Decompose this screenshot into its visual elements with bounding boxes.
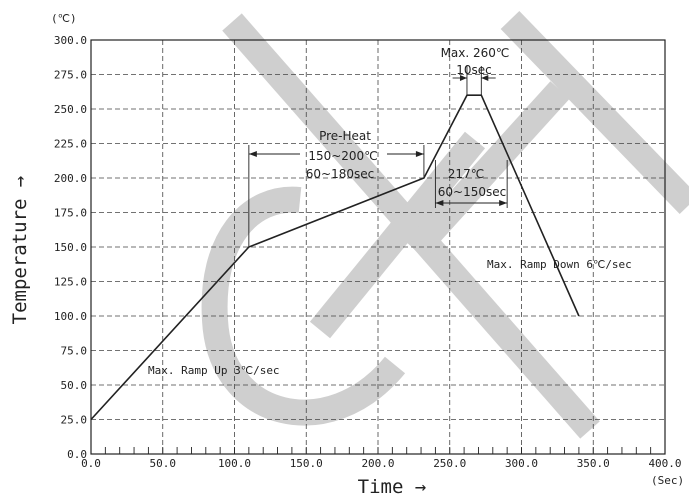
- liquidus-temp-label: 217℃: [448, 167, 484, 181]
- y-tick-label: 175.0: [54, 207, 87, 220]
- y-axis-title: Temperature →: [9, 176, 31, 325]
- x-tick-label: 100.0: [218, 457, 251, 470]
- x-tick-label: 400.0: [648, 457, 681, 470]
- ramp-up-label: Max. Ramp Up 3℃/sec: [148, 364, 280, 377]
- y-tick-label: 275.0: [54, 69, 87, 82]
- series-line: [90, 94, 580, 421]
- peak-time-label: 10sec: [456, 63, 492, 77]
- x-axis-title: Time →: [358, 476, 427, 497]
- y-tick-label: 200.0: [54, 172, 87, 185]
- x-tick-label: 250.0: [433, 457, 466, 470]
- preheat-title: Pre-Heat: [319, 129, 371, 143]
- y-tick-label: 75.0: [61, 345, 88, 358]
- preheat-range: 150~200℃: [308, 149, 377, 163]
- x-unit-label: (Sec): [651, 474, 684, 487]
- y-tick-label: 250.0: [54, 103, 87, 116]
- y-tick-label: 50.0: [61, 379, 88, 392]
- y-tick-label: 125.0: [54, 276, 87, 289]
- grid: [91, 40, 665, 454]
- peak-arrowhead-left: [459, 75, 467, 81]
- x-tick-labels: 0.0 50.0 100.0 150.0 200.0 250.0 300.0 350.0 400…: [81, 457, 682, 470]
- x-tick-label: 150.0: [290, 457, 323, 470]
- series: [90, 94, 580, 421]
- annotation-lines: [248, 66, 508, 247]
- x-tick-label: 50.0: [150, 457, 177, 470]
- y-tick-label: 0.0: [67, 448, 87, 461]
- preheat-arrowhead-left: [248, 151, 257, 157]
- y-tick-labels: 0.0 25.0 50.0 75.0 100.0 125.0 150.0 175.0 200.0…: [54, 34, 87, 461]
- y-tick-label: 225.0: [54, 138, 87, 151]
- x-tick-label: 350.0: [577, 457, 610, 470]
- x-tick-label: 0.0: [81, 457, 101, 470]
- preheat-arrowhead-right: [415, 151, 424, 157]
- liquidus-time-label: 60~150sec: [438, 185, 506, 199]
- peak-max-label: Max. 260℃: [441, 46, 510, 60]
- preheat-time: 60~180sec: [306, 167, 374, 181]
- liquidus-arrowhead-left: [435, 200, 444, 206]
- peak-arrowhead-right: [481, 75, 489, 81]
- y-tick-label: 25.0: [61, 414, 88, 427]
- y-tick-label: 150.0: [54, 241, 87, 254]
- x-tick-label: 200.0: [361, 457, 394, 470]
- watermark-logo: [201, 10, 689, 439]
- liquidus-arrowhead-right: [499, 200, 508, 206]
- y-tick-label: 300.0: [54, 34, 87, 47]
- x-tick-label: 300.0: [505, 457, 538, 470]
- tick-marks: [104, 447, 652, 454]
- y-tick-label: 100.0: [54, 310, 87, 323]
- y-unit-label: (℃): [51, 12, 77, 25]
- ramp-down-label: Max. Ramp Down 6℃/sec: [487, 258, 632, 271]
